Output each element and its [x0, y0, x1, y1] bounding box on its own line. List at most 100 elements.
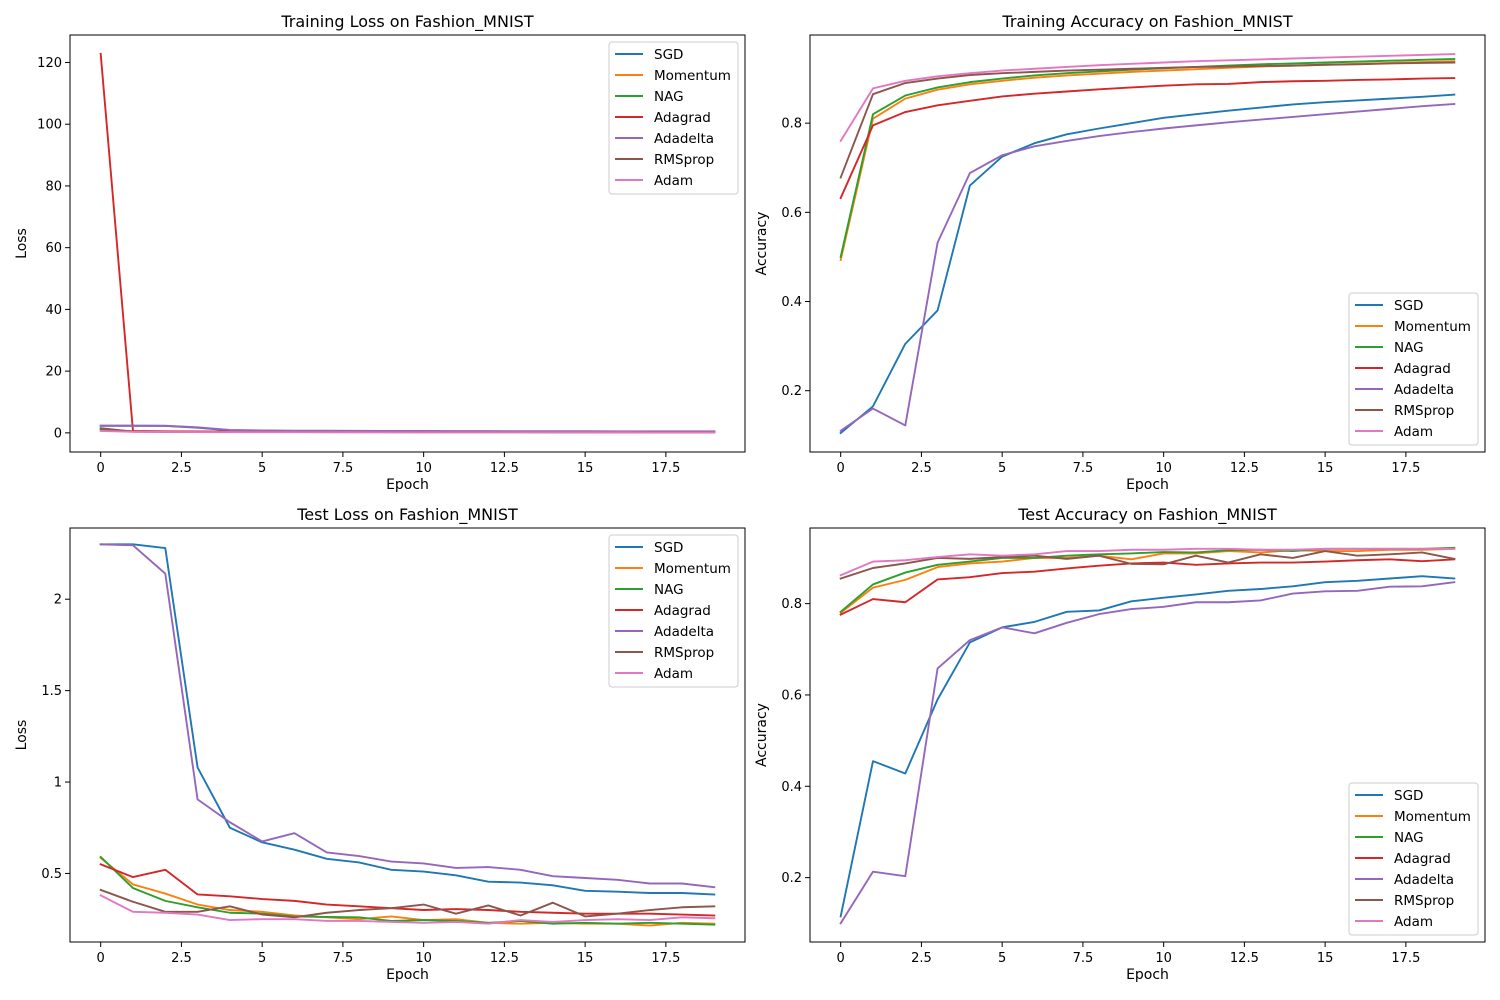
x-tick-label: 12.5 — [1230, 461, 1259, 476]
legend-label-momentum: Momentum — [654, 561, 731, 577]
legend-label-rmsprop: RMSprop — [654, 152, 714, 168]
y-tick-label: 0.6 — [781, 206, 802, 221]
y-tick-label: 1 — [54, 776, 62, 791]
x-tick-label: 12.5 — [490, 461, 519, 476]
x-tick-label: 5 — [998, 951, 1006, 966]
legend-box — [1348, 292, 1479, 446]
legend: SGD Momentum NAG Adagrad Adadelta RMSprop Adam — [1348, 782, 1479, 936]
series-line-momentum — [839, 60, 1456, 262]
series-line-nag — [99, 855, 716, 926]
x-tick-label: 5 — [258, 461, 266, 476]
legend-label-adadelta: Adadelta — [654, 131, 714, 147]
series-line-sgd — [99, 543, 716, 896]
legend-label-momentum: Momentum — [1394, 319, 1471, 335]
x-axis-label: Epoch — [386, 477, 429, 493]
legend-label-adadelta: Adadelta — [654, 624, 714, 640]
x-axis-label: Epoch — [386, 967, 429, 983]
chart-title: Test Accuracy on Fashion_MNIST — [1017, 505, 1277, 525]
legend: SGD Momentum NAG Adagrad Adadelta RMSprop Adam — [1348, 292, 1479, 446]
y-tick-label: 40 — [45, 303, 62, 318]
series-line-adagrad — [99, 863, 716, 917]
chart-title: Training Accuracy on Fashion_MNIST — [1001, 12, 1292, 32]
y-tick-label: 0.2 — [781, 871, 802, 886]
legend-label-momentum: Momentum — [654, 68, 731, 84]
series-line-momentum — [839, 547, 1456, 615]
legend-label-rmsprop: RMSprop — [1394, 893, 1454, 909]
x-tick-label: 10 — [415, 461, 432, 476]
series-line-adam — [839, 53, 1456, 143]
chart-panel-3: 0 2.5 5 7.5 10 12.5 15 17.5 0.2 0.4 0.6 0.8 Test Acc… — [754, 505, 1486, 983]
legend-label-adagrad: Adagrad — [1394, 851, 1451, 867]
series-line-sgd — [839, 575, 1456, 918]
legend-label-adam: Adam — [1394, 424, 1433, 440]
x-tick-label: 0 — [837, 461, 845, 476]
y-tick-label: 20 — [45, 365, 62, 380]
series-line-adam — [99, 430, 716, 434]
y-tick-label: 0 — [54, 426, 62, 441]
series-line-adagrad — [839, 77, 1456, 200]
y-tick-label: 60 — [45, 241, 62, 256]
y-tick-label: 0.5 — [41, 867, 62, 882]
series-line-adadelta — [839, 581, 1456, 925]
series-line-adadelta — [839, 102, 1456, 433]
legend-label-nag: NAG — [1394, 340, 1424, 356]
x-tick-label: 15 — [577, 951, 594, 966]
chart-title: Training Loss on Fashion_MNIST — [280, 12, 533, 32]
legend-label-nag: NAG — [1394, 830, 1424, 846]
chart-panel-0: 0 2.5 5 7.5 10 12.5 15 17.5 0 20 40 60 80 100 120 Train… — [14, 12, 746, 493]
legend-box — [608, 534, 739, 688]
x-axis-label: Epoch — [1126, 967, 1169, 983]
legend-label-sgd: SGD — [654, 540, 683, 556]
legend-label-adagrad: Adagrad — [654, 603, 711, 619]
series-line-adam — [839, 547, 1456, 577]
legend-label-adagrad: Adagrad — [654, 110, 711, 126]
x-tick-label: 12.5 — [1230, 951, 1259, 966]
legend-label-sgd: SGD — [1394, 788, 1423, 804]
series-line-adam — [99, 894, 716, 925]
legend-label-sgd: SGD — [654, 47, 683, 63]
chart-title: Test Loss on Fashion_MNIST — [296, 505, 518, 525]
legend-label-adadelta: Adadelta — [1394, 872, 1454, 888]
y-axis-label: Accuracy — [754, 703, 770, 767]
x-tick-label: 0 — [97, 951, 105, 966]
x-tick-label: 0 — [837, 951, 845, 966]
x-tick-label: 17.5 — [651, 461, 680, 476]
y-tick-label: 0.6 — [781, 688, 802, 703]
y-tick-label: 0.2 — [781, 384, 802, 399]
legend-label-nag: NAG — [654, 89, 684, 105]
x-tick-label: 10 — [1155, 951, 1172, 966]
legend-box — [608, 41, 739, 195]
x-tick-label: 15 — [1317, 461, 1334, 476]
x-tick-label: 17.5 — [1391, 951, 1420, 966]
legend-label-momentum: Momentum — [1394, 809, 1471, 825]
y-tick-label: 0.4 — [781, 295, 802, 310]
plot-frame — [809, 527, 1486, 943]
x-tick-label: 17.5 — [651, 951, 680, 966]
legend-label-adam: Adam — [1394, 914, 1433, 930]
x-tick-label: 2.5 — [911, 951, 932, 966]
legend-label-adam: Adam — [654, 173, 693, 189]
y-tick-label: 80 — [45, 179, 62, 194]
legend-box — [1348, 782, 1479, 936]
y-tick-label: 0.8 — [781, 597, 802, 612]
series-line-nag — [839, 57, 1456, 259]
x-tick-label: 15 — [577, 461, 594, 476]
y-tick-label: 1.5 — [41, 684, 62, 699]
x-tick-label: 2.5 — [911, 461, 932, 476]
x-tick-label: 15 — [1317, 951, 1334, 966]
legend: SGD Momentum NAG Adagrad Adadelta RMSprop Adam — [608, 534, 739, 688]
plot-frame — [809, 34, 1486, 453]
y-tick-label: 2 — [54, 593, 62, 608]
legend-label-nag: NAG — [654, 582, 684, 598]
x-tick-label: 5 — [998, 461, 1006, 476]
x-tick-label: 7.5 — [1073, 461, 1094, 476]
series-line-rmsprop — [839, 61, 1456, 179]
series-line-sgd — [839, 93, 1456, 435]
legend-label-adagrad: Adagrad — [1394, 361, 1451, 377]
x-tick-label: 2.5 — [171, 951, 192, 966]
chart-panel-2: 0 2.5 5 7.5 10 12.5 15 17.5 0.5 1 1.5 2 Test Loss on… — [14, 505, 746, 983]
legend-label-rmsprop: RMSprop — [654, 645, 714, 661]
legend: SGD Momentum NAG Adagrad Adadelta RMSprop Adam — [608, 41, 739, 195]
x-tick-label: 0 — [97, 461, 105, 476]
